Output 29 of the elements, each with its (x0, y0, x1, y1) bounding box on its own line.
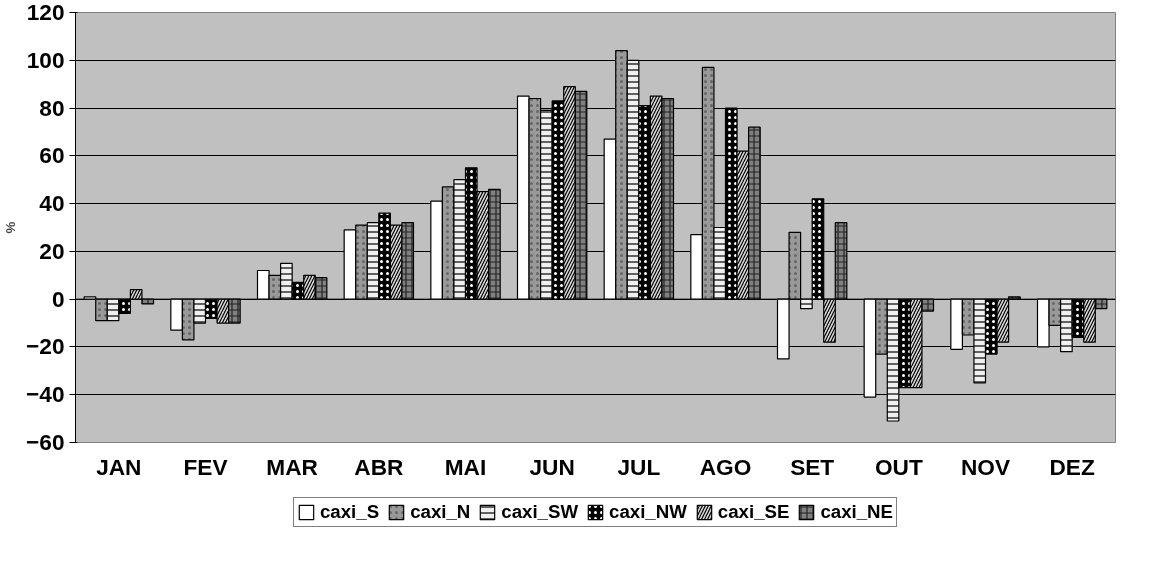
x-tick-label: JUN (529, 453, 575, 480)
y-tick-label: 100 (26, 46, 65, 73)
y-tick-label: 80 (39, 94, 65, 121)
legend-label: caxi_SE (717, 501, 790, 523)
x-tick-label: JUL (617, 453, 661, 480)
x-tick-label: FEV (183, 453, 228, 480)
y-tick-label: 120 (26, 0, 65, 25)
x-tick-label: MAI (444, 453, 487, 480)
y-tick-label: 40 (39, 190, 65, 217)
x-tick-label: ABR (354, 453, 404, 480)
x-tick-label: JAN (96, 453, 142, 480)
y-tick-label: −60 (26, 429, 65, 455)
y-tick-label: 0 (51, 285, 65, 312)
legend-label: caxi_SW (501, 501, 579, 523)
x-tick-label: DEZ (1049, 453, 1095, 480)
y-axis-title: % (3, 221, 19, 234)
legend-label: caxi_NW (609, 501, 687, 523)
x-tick-label: MAR (266, 453, 318, 480)
x-tick-label: AGO (699, 453, 752, 480)
legend-label: caxi_N (410, 501, 471, 523)
x-tick-label: OUT (874, 453, 923, 480)
x-tick-label: SET (790, 453, 835, 480)
legend-label: caxi_S (319, 501, 380, 523)
x-tick-label: NOV (960, 453, 1011, 480)
y-tick-label: −20 (26, 333, 65, 360)
legend-label: caxi_NE (820, 501, 894, 523)
y-tick-label: 60 (39, 142, 65, 169)
y-tick-label: 20 (39, 237, 65, 264)
y-tick-label: −40 (26, 381, 65, 408)
